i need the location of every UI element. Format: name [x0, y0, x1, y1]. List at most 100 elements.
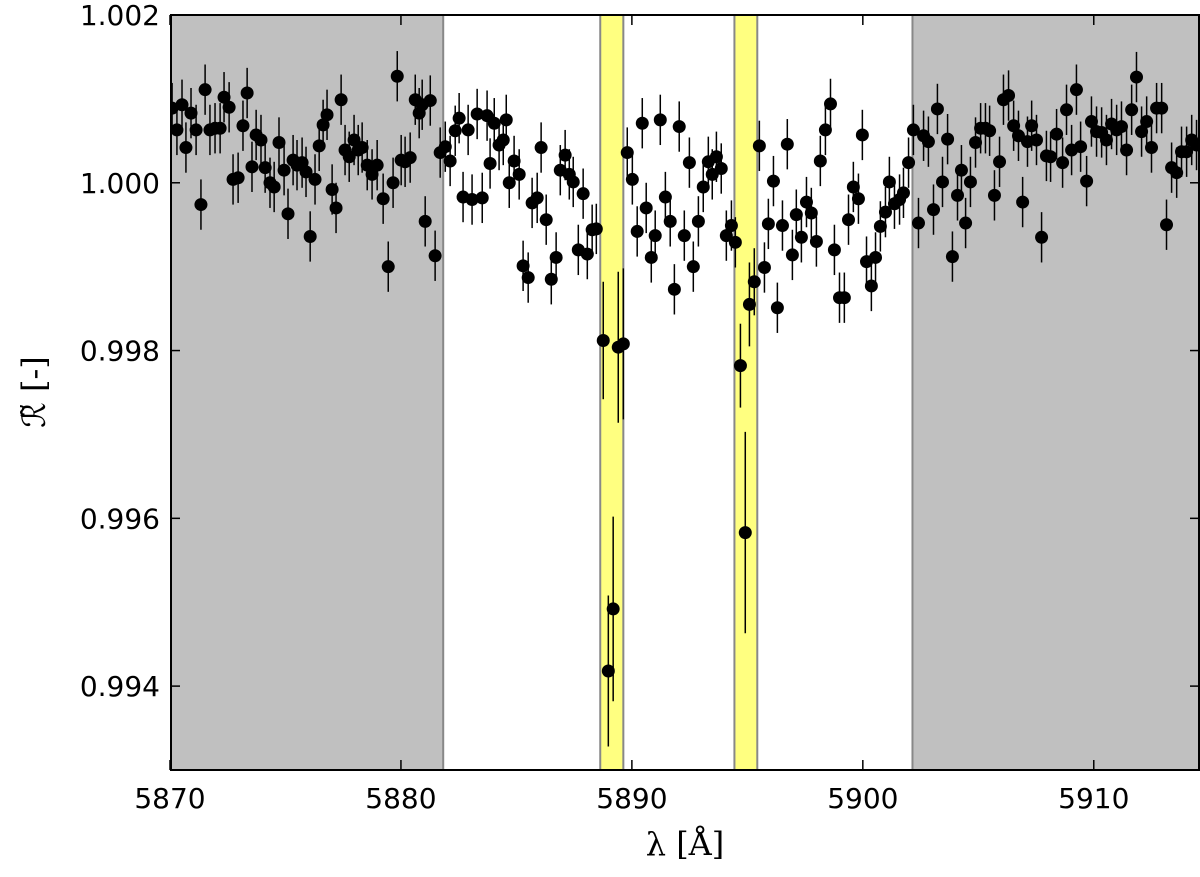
data-point: [635, 116, 649, 130]
data-point: [809, 235, 823, 248]
data-point: [496, 133, 510, 147]
data-point: [818, 123, 832, 137]
data-point: [709, 150, 723, 164]
data-point: [606, 602, 620, 616]
data-point: [1025, 119, 1039, 133]
data-point: [855, 128, 869, 142]
shaded-region: [733, 15, 759, 770]
y-tick-label: 1.002: [80, 0, 160, 32]
data-point: [502, 176, 516, 190]
data-point: [1099, 133, 1113, 147]
data-point: [1135, 125, 1149, 139]
data-point: [954, 163, 968, 177]
data-point: [667, 282, 681, 296]
data-point: [1140, 115, 1154, 129]
data-point: [475, 191, 489, 205]
data-point: [342, 150, 356, 164]
data-point: [630, 224, 644, 238]
data-point: [842, 213, 856, 227]
data-point: [170, 123, 184, 137]
data-point: [896, 186, 910, 200]
data-point: [1050, 127, 1064, 141]
data-point: [213, 121, 227, 135]
data-point: [443, 154, 457, 168]
data-point: [308, 172, 322, 186]
data-point: [719, 229, 733, 243]
data-point: [521, 271, 535, 285]
data-point: [487, 116, 501, 130]
data-point: [231, 171, 245, 185]
data-point: [277, 163, 291, 177]
x-tick-label: 5890: [596, 782, 667, 815]
data-point: [1114, 120, 1128, 134]
data-point: [530, 191, 544, 205]
data-point: [930, 102, 944, 116]
data-point: [418, 214, 432, 228]
data-point: [470, 107, 484, 121]
data-point: [794, 230, 808, 244]
data-point: [386, 176, 400, 190]
data-point: [714, 162, 728, 176]
data-point: [1029, 133, 1043, 147]
data-point: [691, 214, 705, 228]
data-point: [381, 260, 395, 274]
data-point: [747, 275, 761, 289]
data-point: [752, 139, 766, 153]
data-point: [1120, 143, 1134, 157]
data-point: [428, 249, 442, 263]
data-point: [761, 217, 775, 231]
data-point: [906, 123, 920, 137]
data-point: [869, 250, 883, 264]
data-point: [959, 216, 973, 230]
data-point: [589, 222, 603, 236]
data-point: [882, 175, 896, 189]
data-point: [1080, 174, 1094, 188]
data-point: [1056, 156, 1070, 170]
data-point: [355, 141, 369, 155]
data-point: [1035, 230, 1049, 244]
data-point: [217, 90, 231, 104]
data-point: [376, 192, 390, 206]
data-point: [728, 235, 742, 249]
data-point: [625, 172, 639, 186]
y-tick-label: 0.996: [80, 502, 160, 535]
data-point: [390, 69, 404, 83]
data-point: [936, 175, 949, 189]
data-point: [1145, 141, 1159, 155]
data-points: [170, 51, 1200, 747]
data-point: [1002, 89, 1016, 103]
data-point: [993, 155, 1007, 169]
data-point: [696, 180, 710, 194]
data-point: [303, 229, 317, 243]
data-point: [1007, 119, 1021, 133]
data-point: [299, 165, 313, 179]
data-point: [827, 243, 841, 257]
data-point: [620, 146, 634, 160]
data-point: [742, 297, 756, 311]
y-tick-label: 1.000: [80, 167, 160, 200]
data-point: [639, 201, 653, 215]
data-point: [911, 216, 925, 230]
data-point: [499, 113, 513, 127]
data-point: [334, 93, 348, 107]
data-point: [329, 201, 343, 215]
data-point: [873, 219, 887, 233]
data-point: [258, 161, 272, 175]
data-point: [267, 180, 281, 194]
data-point: [194, 198, 208, 212]
data-point: [1155, 101, 1169, 115]
data-point: [686, 260, 700, 274]
data-point: [969, 136, 983, 150]
data-point: [851, 192, 865, 206]
data-point: [738, 526, 752, 540]
data-point: [601, 664, 615, 678]
data-point: [558, 148, 572, 162]
data-point: [1160, 218, 1174, 232]
x-axis-label: λ [Å]: [646, 825, 725, 863]
data-point: [512, 167, 526, 181]
data-point: [682, 156, 696, 170]
data-point: [757, 261, 771, 275]
data-point: [766, 174, 780, 188]
data-point: [184, 106, 198, 120]
data-point: [483, 156, 497, 170]
